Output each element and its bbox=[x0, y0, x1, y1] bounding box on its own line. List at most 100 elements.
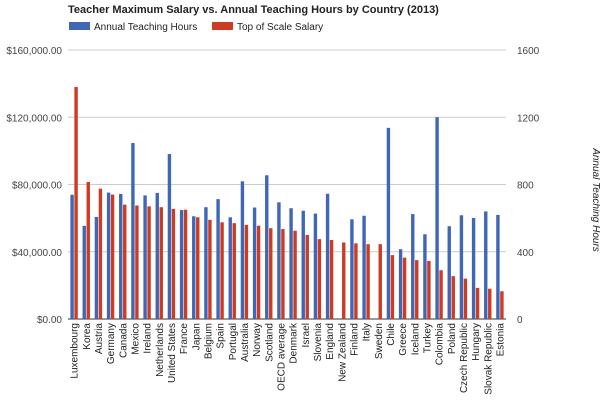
right-axis-title: Annual Teaching Hours bbox=[590, 147, 600, 252]
category-label: Canada bbox=[118, 323, 129, 358]
bar-annual-teaching-hours bbox=[484, 211, 488, 319]
category-label: Korea bbox=[82, 323, 93, 350]
bar-top-of-scale-salary bbox=[354, 243, 358, 319]
category-label: Australia bbox=[240, 323, 251, 362]
category-label: Ireland bbox=[143, 323, 154, 354]
bar-top-of-scale-salary bbox=[74, 86, 78, 319]
right-tick-label: 400 bbox=[517, 248, 534, 259]
bar-annual-teaching-hours bbox=[228, 217, 232, 319]
category-label: Spain bbox=[216, 323, 227, 349]
category-label: Poland bbox=[447, 323, 458, 354]
bar-top-of-scale-salary bbox=[390, 255, 395, 319]
right-tick-label: 1200 bbox=[517, 113, 540, 124]
bar-annual-teaching-hours bbox=[459, 215, 464, 319]
bar-annual-teaching-hours bbox=[252, 207, 257, 319]
bar-top-of-scale-salary bbox=[123, 204, 127, 319]
bar-top-of-scale-salary bbox=[342, 242, 346, 319]
bar-top-of-scale-salary bbox=[500, 291, 504, 319]
bar-top-of-scale-salary bbox=[475, 287, 480, 319]
bar-top-of-scale-salary bbox=[293, 230, 297, 319]
bar-top-of-scale-salary bbox=[305, 234, 309, 319]
bar-top-of-scale-salary bbox=[98, 188, 103, 319]
bar-top-of-scale-salary bbox=[171, 208, 176, 319]
category-label: Mexico bbox=[130, 323, 141, 355]
category-label: Austria bbox=[94, 323, 105, 355]
bar-top-of-scale-salary bbox=[159, 207, 163, 319]
bar-annual-teaching-hours bbox=[240, 181, 245, 319]
category-label: France bbox=[179, 323, 190, 355]
bar-annual-teaching-hours bbox=[94, 216, 99, 319]
bar-top-of-scale-salary bbox=[415, 260, 419, 319]
bar-annual-teaching-hours bbox=[447, 226, 451, 319]
bar-annual-teaching-hours bbox=[277, 202, 281, 319]
bar-top-of-scale-salary bbox=[208, 219, 212, 319]
bar-top-of-scale-salary bbox=[463, 278, 468, 319]
left-tick-label: $40,000.00 bbox=[12, 248, 62, 259]
category-label: Luxembourg bbox=[70, 323, 81, 379]
category-label: Finland bbox=[349, 323, 360, 356]
left-axis-ticks: $0.00 $40,000.00 $80,000.00 $120,000.00 $160… bbox=[6, 46, 62, 326]
right-tick-label: 1600 bbox=[517, 46, 540, 57]
bar-annual-teaching-hours bbox=[362, 215, 366, 319]
bar-annual-teaching-hours bbox=[386, 127, 391, 319]
bar-top-of-scale-salary bbox=[269, 228, 273, 319]
category-label: Sweden bbox=[374, 323, 385, 359]
bar-top-of-scale-salary bbox=[317, 239, 322, 319]
category-label: Portugal bbox=[228, 323, 239, 360]
category-label: Iceland bbox=[410, 323, 421, 355]
category-label: Greece bbox=[398, 323, 409, 356]
left-tick-label: $0.00 bbox=[37, 315, 62, 326]
category-label: Japan bbox=[191, 323, 202, 350]
bar-top-of-scale-salary bbox=[439, 270, 443, 319]
bar-annual-teaching-hours bbox=[398, 249, 403, 319]
category-label: Israel bbox=[301, 323, 312, 347]
category-label: Scotland bbox=[264, 323, 275, 362]
bar-annual-teaching-hours bbox=[411, 214, 415, 319]
category-label: New Zealand bbox=[337, 323, 348, 382]
bar-top-of-scale-salary bbox=[281, 229, 285, 319]
category-label: Turkey bbox=[422, 323, 433, 353]
legend-swatch-annual-teaching-hours bbox=[69, 22, 90, 30]
bar-annual-teaching-hours bbox=[496, 214, 500, 319]
right-tick-label: 800 bbox=[517, 181, 534, 192]
bar-annual-teaching-hours bbox=[313, 213, 318, 319]
right-axis-ticks: 0 400 800 1200 1600 bbox=[517, 46, 540, 326]
left-tick-label: $160,000.00 bbox=[6, 46, 62, 57]
category-label: Netherlands bbox=[155, 323, 166, 377]
bar-top-of-scale-salary bbox=[378, 244, 382, 319]
bar-top-of-scale-salary bbox=[220, 222, 224, 319]
left-tick-label: $80,000.00 bbox=[12, 181, 62, 192]
category-label: Hungary bbox=[471, 323, 482, 361]
bar-annual-teaching-hours bbox=[106, 192, 111, 319]
gridlines bbox=[68, 49, 506, 320]
bar-annual-teaching-hours bbox=[192, 216, 196, 319]
category-label: Colombia bbox=[435, 323, 446, 366]
bar-top-of-scale-salary bbox=[110, 194, 115, 319]
bar-annual-teaching-hours bbox=[119, 193, 123, 319]
legend-label-top-of-scale-salary: Top of Scale Salary bbox=[237, 22, 323, 33]
category-labels: Luxembourg Korea Austria Germany Canada Mexic… bbox=[70, 322, 507, 395]
category-label: Estonia bbox=[495, 323, 506, 357]
bar-top-of-scale-salary bbox=[147, 206, 151, 319]
left-tick-label: $120,000.00 bbox=[6, 113, 62, 124]
chart-title: Teacher Maximum Salary vs. Annual Teachi… bbox=[68, 4, 439, 16]
category-label: England bbox=[325, 323, 336, 360]
bar-annual-teaching-hours bbox=[325, 193, 330, 319]
category-label: OECD average bbox=[276, 323, 287, 391]
right-tick-label: 0 bbox=[517, 315, 523, 326]
bar-annual-teaching-hours bbox=[143, 195, 147, 319]
bar-top-of-scale-salary bbox=[451, 276, 455, 319]
bar-top-of-scale-salary bbox=[488, 288, 492, 319]
bar-annual-teaching-hours bbox=[179, 210, 184, 319]
bar-annual-teaching-hours bbox=[131, 142, 135, 319]
bar-top-of-scale-salary bbox=[183, 209, 188, 319]
bar-annual-teaching-hours bbox=[155, 192, 159, 319]
bar-top-of-scale-salary bbox=[427, 260, 431, 319]
bar-top-of-scale-salary bbox=[244, 224, 249, 319]
bar-top-of-scale-salary bbox=[329, 239, 334, 319]
bar-top-of-scale-salary bbox=[402, 257, 407, 319]
bar-annual-teaching-hours bbox=[216, 199, 220, 319]
bar-top-of-scale-salary bbox=[232, 223, 236, 319]
bar-annual-teaching-hours bbox=[289, 208, 293, 319]
